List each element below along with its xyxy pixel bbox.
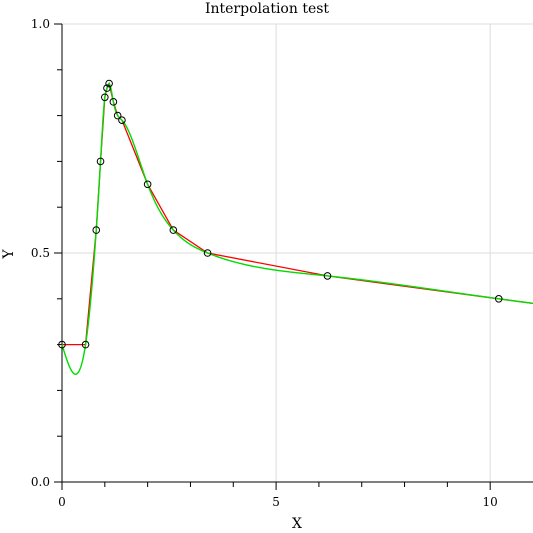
data-point-marker	[169, 226, 178, 234]
data-markers	[58, 79, 503, 349]
chart-title: Interpolation test	[205, 1, 329, 17]
linear-interpolation-line	[62, 81, 533, 346]
data-point-marker	[143, 180, 152, 189]
grid-lines	[62, 23, 533, 482]
data-point-marker	[203, 249, 212, 257]
tick-labels: 0 5 10 0.0 0.5 1.0	[31, 17, 498, 509]
data-point-marker	[105, 79, 113, 88]
y-tick-label: 0.5	[31, 246, 50, 260]
series-lines	[61, 81, 533, 375]
data-point-marker	[109, 98, 118, 106]
x-axis-label: X	[292, 516, 302, 532]
data-point-marker	[101, 93, 109, 102]
data-point-marker	[118, 116, 126, 124]
tick-marks	[54, 23, 491, 490]
data-point-marker	[113, 111, 122, 120]
data-point-marker	[323, 272, 332, 280]
x-tick-label: 0	[58, 495, 66, 509]
data-point-marker	[81, 340, 90, 349]
data-point-marker	[96, 157, 105, 166]
y-axis-label: Y	[1, 249, 17, 260]
x-tick-label: 10	[483, 495, 498, 509]
data-point-marker	[494, 295, 503, 303]
x-tick-label: 5	[272, 495, 280, 509]
y-tick-label: 1.0	[31, 17, 50, 31]
y-tick-label: 0.0	[31, 475, 50, 489]
spline-interpolation-line	[61, 82, 533, 375]
data-point-marker	[103, 84, 111, 92]
data-point-marker	[92, 226, 101, 234]
data-point-marker	[58, 340, 66, 349]
